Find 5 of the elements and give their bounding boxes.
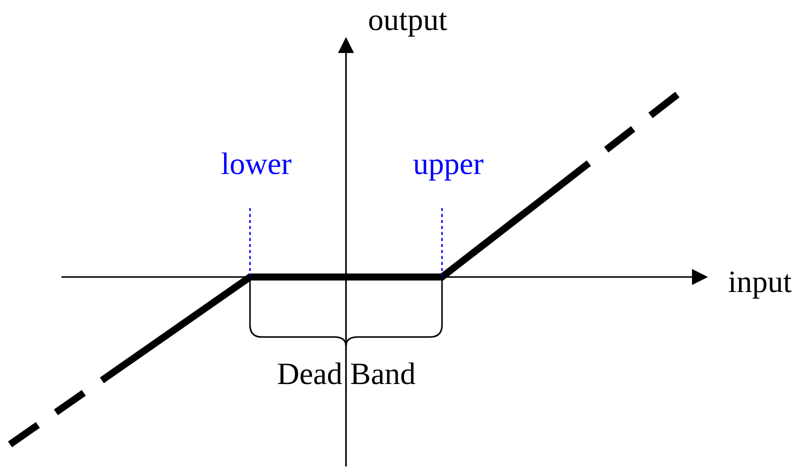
y-axis-title: output bbox=[368, 2, 448, 37]
x-axis-title: input bbox=[728, 264, 792, 299]
annotation: lower bbox=[221, 146, 292, 181]
annotation: Dead Band bbox=[277, 356, 416, 391]
annotation: upper bbox=[413, 146, 484, 181]
